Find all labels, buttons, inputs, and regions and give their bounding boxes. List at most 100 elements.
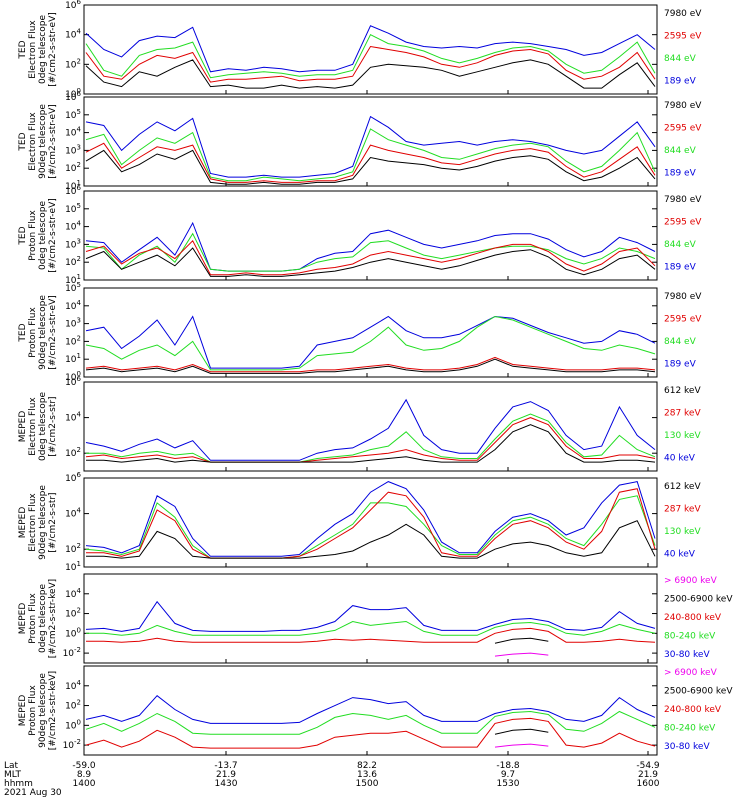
y-tick-label: 10-2 bbox=[63, 738, 81, 751]
tick-hhmm-3: 1530 bbox=[497, 779, 520, 789]
y-tick-label: 101 bbox=[65, 352, 81, 365]
legend-entry: 2595 eV bbox=[664, 124, 702, 134]
legend-entry: 189 eV bbox=[664, 263, 697, 273]
series-line bbox=[494, 652, 549, 657]
tick-lat-1: -13.7 bbox=[214, 761, 237, 771]
series-line bbox=[85, 356, 656, 373]
y-axis-label-line: Electron Flux bbox=[28, 493, 38, 552]
legend-entry: 2595 eV bbox=[664, 32, 702, 42]
legend-entry: 240-800 keV bbox=[664, 613, 722, 623]
x-axis: Lat MLT hhmm 2021 Aug 30 -59.0 8.9 1400 … bbox=[4, 761, 660, 798]
panel-frame bbox=[83, 4, 658, 95]
y-tick-exponent: -2 bbox=[74, 646, 81, 654]
y-tick-exponent: 3 bbox=[77, 143, 81, 151]
y-tick-exponent: 4 bbox=[77, 679, 82, 687]
series-line bbox=[85, 710, 656, 735]
y-axis-label-line: MEPED bbox=[18, 411, 28, 443]
y-axis-label: MEPEDProton Flux90deg telescope[#/cm2-s-… bbox=[18, 671, 58, 750]
y-tick-label: 103 bbox=[65, 237, 81, 250]
y-tick-exponent: 1 bbox=[77, 179, 81, 187]
y-tick-exponent: 5 bbox=[77, 202, 81, 210]
y-tick-exponent: 6 bbox=[77, 471, 82, 479]
y-tick-exponent: 4 bbox=[77, 28, 82, 36]
panel-7: 10-2 100 102 104 MEPEDProton Flux0deg telesc… bbox=[18, 573, 733, 664]
series-line bbox=[85, 600, 656, 632]
tick-hhmm-0: 1400 bbox=[73, 779, 96, 789]
y-tick-label: 104 bbox=[65, 126, 81, 139]
legend-entry: 7980 eV bbox=[664, 292, 702, 302]
y-tick-exponent: 5 bbox=[77, 281, 81, 289]
y-axis-label-line: MEPED bbox=[18, 603, 28, 635]
series-line bbox=[494, 743, 549, 748]
y-axis-label-line: [#/cm2-s-str-keV] bbox=[48, 579, 58, 658]
legend-entry: 2500-6900 keV bbox=[664, 687, 733, 697]
series-line bbox=[86, 520, 656, 559]
legend-entry: 2500-6900 keV bbox=[664, 595, 733, 605]
series-line bbox=[85, 315, 656, 369]
panel-frame bbox=[83, 477, 658, 568]
series-line bbox=[85, 142, 656, 183]
legend-entry: 80-240 keV bbox=[664, 724, 716, 734]
legend-entry: 189 eV bbox=[664, 169, 697, 179]
y-tick-label: 104 bbox=[65, 507, 81, 520]
series-line bbox=[85, 34, 656, 79]
y-axis-label-line: [#/cm2-s-str] bbox=[48, 396, 58, 456]
tick-hhmm-1: 1430 bbox=[215, 779, 238, 789]
y-tick-exponent: 2 bbox=[77, 57, 81, 65]
series-line bbox=[85, 59, 656, 89]
y-tick-exponent: 4 bbox=[77, 507, 82, 515]
y-axis-label-line: [#/cm2-s-str-eV] bbox=[48, 295, 58, 370]
date-label: 2021 Aug 30 bbox=[4, 788, 62, 798]
series-line bbox=[85, 128, 656, 182]
y-tick-label: 103 bbox=[65, 317, 81, 330]
y-tick-exponent: 2 bbox=[77, 161, 81, 169]
y-tick-exponent: 6 bbox=[77, 0, 82, 6]
legend-entry: 80-240 keV bbox=[664, 632, 716, 642]
y-tick-exponent: 0 bbox=[77, 626, 81, 634]
tick-lat-0: -59.0 bbox=[72, 761, 96, 771]
y-axis-label-line: 90deg telescope bbox=[38, 673, 48, 748]
y-axis-label-line: MEPED bbox=[18, 695, 28, 727]
y-tick-exponent: 5 bbox=[77, 108, 81, 116]
legend-entry: 130 keV bbox=[664, 431, 701, 441]
y-axis-label-line: 90deg telescope bbox=[38, 485, 48, 560]
y-tick-exponent: 4 bbox=[77, 126, 82, 134]
y-tick-exponent: 2 bbox=[77, 446, 81, 454]
y-axis-label-line: [#/cm2-s-str-keV] bbox=[48, 671, 58, 750]
y-tick-exponent: 2 bbox=[77, 607, 81, 615]
y-tick-exponent: 2 bbox=[77, 542, 81, 550]
y-axis-label-line: 0deg telescope bbox=[38, 201, 48, 271]
tick-mlt-3: 9.7 bbox=[501, 770, 515, 780]
y-axis-label-line: TED bbox=[18, 323, 28, 342]
y-axis-label: MEPEDProton Flux0deg telescope[#/cm2-s-s… bbox=[18, 579, 58, 658]
y-tick-label: 102 bbox=[65, 57, 81, 70]
legend-entry: 130 keV bbox=[664, 527, 701, 537]
series-line bbox=[85, 25, 656, 73]
legend-entry: 7980 eV bbox=[664, 195, 702, 205]
y-tick-label: 100 bbox=[65, 718, 81, 731]
y-tick-label: 104 bbox=[65, 220, 81, 233]
y-axis-label: TEDProton Flux90deg telescope[#/cm2-s-st… bbox=[18, 295, 58, 370]
y-axis-label-line: Electron Flux bbox=[28, 397, 38, 456]
panel-frame bbox=[83, 190, 658, 281]
y-tick-label: 102 bbox=[65, 161, 81, 174]
legend-entry: 844 eV bbox=[664, 54, 697, 64]
series-line bbox=[494, 728, 549, 735]
series-line bbox=[85, 358, 656, 374]
tick-lat-4: -54.9 bbox=[636, 761, 660, 771]
y-axis-label-line: 90deg telescope bbox=[38, 295, 48, 370]
y-tick-exponent: 6 bbox=[77, 90, 82, 98]
y-axis-label-line: 0deg telescope bbox=[38, 392, 48, 462]
row-label-mlt: MLT bbox=[4, 770, 22, 780]
y-axis-label-line: 0deg telescope bbox=[38, 15, 48, 85]
y-tick-exponent: 6 bbox=[77, 184, 82, 192]
y-tick-exponent: 1 bbox=[77, 273, 81, 281]
y-axis-label-line: Electron Flux bbox=[28, 112, 38, 171]
row-label-lat: Lat bbox=[4, 761, 19, 771]
tick-hhmm-2: 1500 bbox=[356, 779, 379, 789]
series-line bbox=[86, 413, 656, 463]
